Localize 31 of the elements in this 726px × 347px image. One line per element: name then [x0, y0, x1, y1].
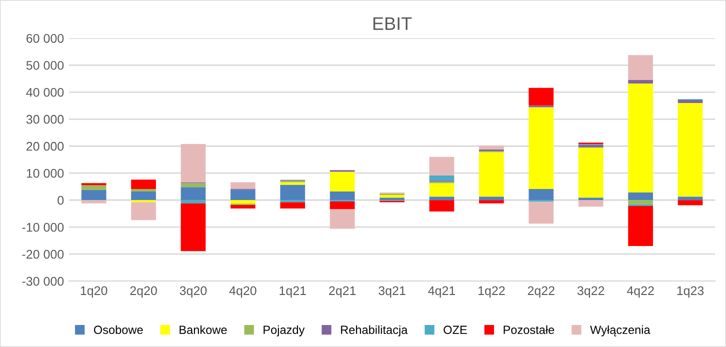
- x-tick-label: 4q22: [626, 286, 654, 298]
- legend-label: Pojazdy: [264, 325, 305, 336]
- y-tick-label: -20 000: [22, 250, 64, 259]
- x-tick-label: 1q22: [478, 286, 505, 298]
- x-tick-label: 1q23: [677, 286, 704, 298]
- x-tick-label: 1q20: [80, 286, 108, 298]
- legend-label: Bankowe: [180, 325, 227, 334]
- x-tick-label: 3q21: [378, 286, 406, 298]
- x-tick-label: 1q21: [280, 286, 306, 298]
- x-tick-label: 2q20: [130, 286, 157, 298]
- y-tick-label: 60 000: [26, 34, 64, 43]
- y-tick-label: -30 000: [22, 276, 64, 286]
- x-tick-label: 4q21: [428, 286, 456, 298]
- legend-label: Rehabilitacja: [341, 325, 408, 336]
- x-tick-label: 2q21: [329, 286, 356, 298]
- legend-label: Wyłączenia: [590, 325, 650, 336]
- y-tick-label: 30 000: [26, 114, 64, 124]
- y-tick-label: 0: [58, 196, 64, 205]
- x-tick-label: 3q22: [577, 286, 604, 298]
- chart-title: EBIT: [373, 17, 412, 30]
- y-tick-label: 10 000: [26, 168, 64, 178]
- x-tick-label: 4q20: [229, 286, 256, 298]
- y-tick-label: 20 000: [26, 142, 64, 151]
- legend-label: Osobowe: [94, 325, 143, 334]
- x-tick-label: 3q20: [180, 286, 207, 298]
- legend-label: OZE: [444, 326, 467, 334]
- y-tick-label: 40 000: [26, 88, 64, 97]
- x-tick-label: 2q22: [528, 286, 554, 298]
- y-tick-label: -10 000: [22, 222, 64, 232]
- y-tick-label: 50 000: [26, 60, 64, 70]
- legend-label: Pozostałe: [504, 325, 554, 334]
